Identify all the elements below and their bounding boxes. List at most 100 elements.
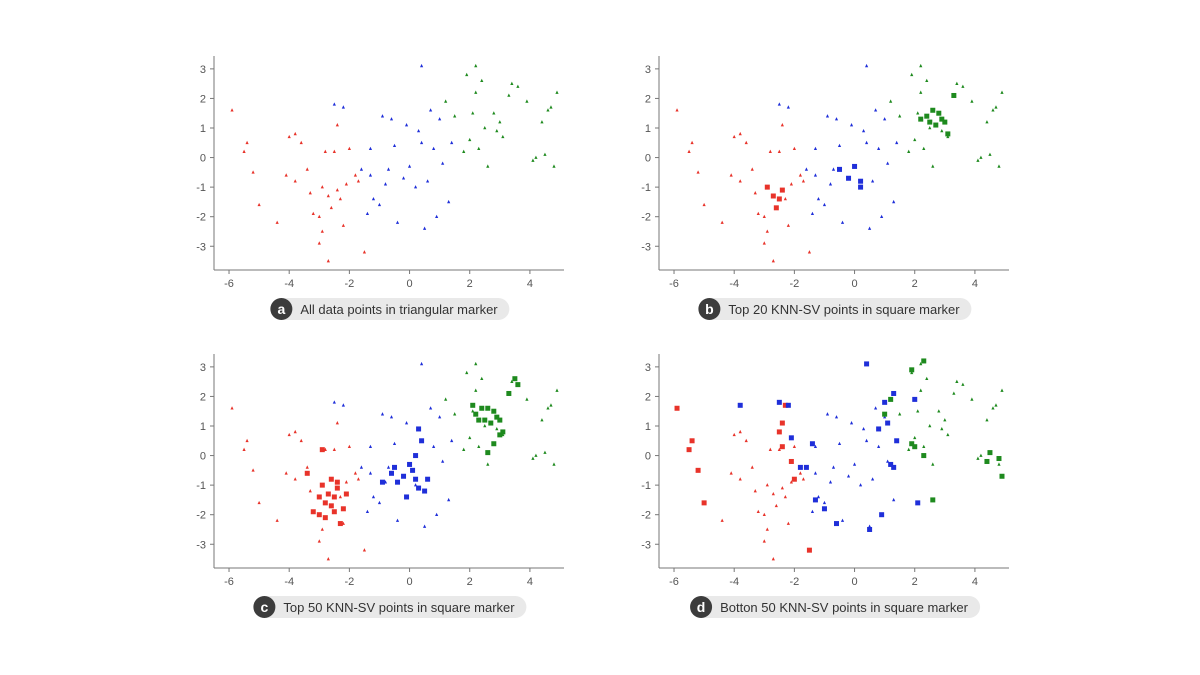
triangle-point-green [495, 426, 499, 431]
triangle-point-blue [416, 128, 421, 133]
square-point-green [918, 116, 924, 122]
triangle-point-green [994, 403, 998, 407]
triangle-point-red [341, 223, 345, 227]
triangle-point-red [702, 202, 706, 207]
triangle-point-blue [871, 179, 875, 183]
y-tick-label: -2 [196, 212, 206, 224]
triangle-point-red [789, 480, 793, 484]
triangle-point-red [275, 220, 279, 224]
triangle-point-red [732, 134, 736, 139]
triangle-point-red [738, 429, 742, 434]
triangle-point-red [744, 438, 748, 443]
triangle-point-green [468, 137, 472, 142]
triangle-point-green [474, 361, 478, 366]
square-point-blue [837, 166, 843, 172]
square-point-green [912, 444, 918, 450]
triangle-point-blue [822, 500, 827, 505]
triangle-point-red [242, 149, 246, 153]
triangle-point-red [338, 196, 342, 201]
panel-letter-badge: d [690, 596, 713, 618]
square-point-blue [404, 494, 410, 500]
square-point-green [987, 450, 993, 456]
square-point-red [782, 402, 788, 408]
triangle-point-red [696, 170, 700, 174]
triangle-point-red [308, 489, 312, 493]
y-tick-label: 3 [645, 362, 651, 374]
x-tick-label: 2 [912, 576, 918, 588]
triangle-point-blue [810, 211, 815, 216]
square-point-blue [821, 506, 827, 512]
triangle-point-blue [825, 412, 830, 416]
triangle-point-blue [864, 438, 869, 443]
triangle-point-blue [868, 226, 872, 230]
triangle-point-red [801, 179, 806, 183]
triangle-point-blue [380, 114, 385, 118]
triangle-point-red [720, 220, 724, 224]
triangle-point-green [919, 361, 923, 366]
y-tick-label: 3 [645, 64, 651, 76]
triangle-point-blue [435, 214, 439, 218]
triangle-point-red [768, 447, 772, 451]
x-tick-label: 4 [527, 278, 533, 290]
triangle-point-green [997, 164, 1001, 168]
y-tick-label: 3 [200, 362, 206, 374]
triangle-point-red [299, 438, 303, 443]
triangle-point-blue [883, 117, 887, 121]
square-point-blue [858, 178, 864, 184]
triangle-point-green [543, 152, 547, 156]
scatter-plot-d: -3 -2 -1 0 1 2 3 -6 -4 -2 0 2 4 [641, 354, 1009, 588]
triangle-point-green [546, 406, 550, 410]
triangle-point-red [765, 527, 769, 531]
square-point-red [779, 420, 785, 426]
triangle-point-red [729, 471, 733, 475]
triangle-point-red [756, 211, 760, 216]
square-point-green [930, 107, 936, 113]
triangle-point-blue [419, 63, 424, 68]
x-tick-label: 0 [406, 576, 412, 588]
triangle-point-green [474, 388, 478, 392]
triangle-point-red [299, 140, 303, 145]
triangle-point-green [910, 72, 914, 77]
triangle-point-green [910, 370, 914, 375]
square-point-blue [416, 485, 422, 491]
triangle-point-blue [392, 441, 397, 446]
square-point-blue [416, 426, 422, 432]
triangle-point-blue [840, 220, 845, 224]
triangle-point-red [765, 229, 769, 233]
panel-caption: a All data points in triangular marker [270, 298, 510, 320]
triangle-point-green [979, 453, 983, 457]
y-tick-label: 3 [200, 64, 206, 76]
triangle-point-red [353, 173, 357, 177]
triangle-point-green [928, 126, 932, 130]
square-point-blue [879, 512, 885, 518]
y-tick-label: -1 [641, 480, 651, 492]
square-point-red [331, 509, 337, 515]
scatter-plot-b: -3 -2 -1 0 1 2 3 -6 -4 -2 0 2 4 [641, 56, 1009, 290]
triangle-point-blue [441, 161, 445, 165]
triangle-point-red [738, 179, 742, 183]
triangle-point-green [961, 382, 965, 386]
square-point-green [506, 390, 512, 396]
triangle-point-green [928, 424, 932, 428]
square-point-blue [834, 521, 840, 527]
scatter-plot-a: -3 -2 -1 0 1 2 3 -6 -4 -2 0 2 4 [196, 56, 564, 290]
square-point-blue [395, 479, 401, 485]
scatter-panel-b: -3 -2 -1 0 1 2 3 -6 -4 -2 0 2 4 b Top 20 KNN-SV points… [635, 50, 1035, 350]
triangle-point-red [690, 140, 694, 145]
x-tick-label: -4 [284, 278, 294, 290]
square-point-green [999, 473, 1005, 479]
triangle-point-green [913, 137, 917, 142]
square-point-red [310, 509, 316, 515]
triangle-point-blue [380, 412, 385, 416]
triangle-point-blue [429, 108, 433, 112]
triangle-point-green [534, 453, 538, 457]
triangle-point-green [453, 412, 457, 416]
triangle-point-red [732, 432, 736, 437]
y-tick-label: 2 [200, 93, 206, 105]
triangle-point-blue [368, 444, 373, 448]
triangle-point-green [898, 114, 902, 118]
square-point-blue [797, 464, 803, 470]
square-point-green [930, 497, 936, 503]
triangle-point-blue [864, 140, 869, 145]
x-tick-label: 0 [851, 278, 857, 290]
